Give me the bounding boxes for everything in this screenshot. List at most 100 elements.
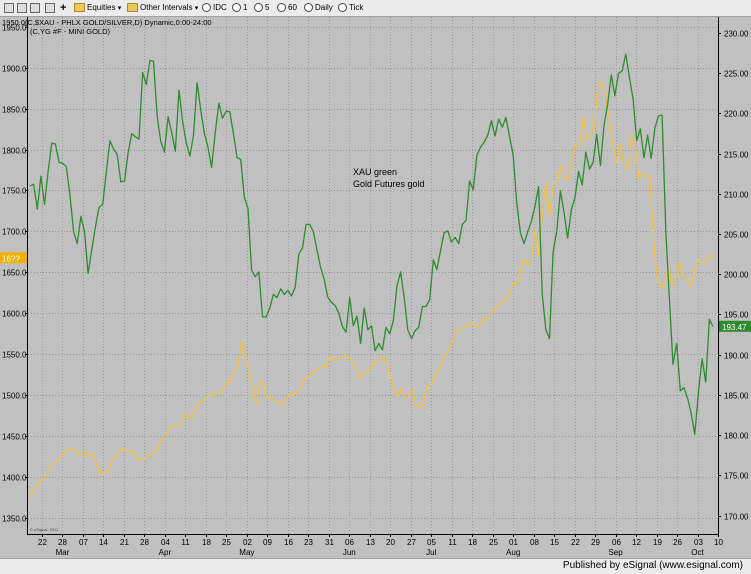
left-tick-label: 1600.0 [2,310,27,319]
x-tick-label: 14 [99,538,108,547]
interval-1-label: 1 [243,3,248,12]
xau-value-badge-label: 193.47 [722,323,747,332]
x-tick-label: 28 [140,538,149,547]
clock-icon [232,3,241,13]
add-icon[interactable]: + [60,2,67,14]
x-tick-label: 19 [653,538,662,547]
chart-header-line1: 1950.0(C,$XAU - PHLX GOLD/SILVER,D) Dyna… [2,18,212,27]
xau-value-badge [719,320,751,332]
x-tick-label: 20 [386,538,395,547]
x-tick-label: 25 [222,538,231,547]
gold-series-line [29,81,714,498]
tick-labels: 1350.0 1400.0 1450.0 1500.0 1550.0 1600.0 1650… [2,24,749,558]
annotation-line1: XAU green [353,167,397,177]
x-tick-label: 11 [448,538,457,547]
chart-header-line2: (C,YG #F - MINI GOLD) [30,27,111,36]
left-tick-label: 1400.0 [2,474,27,483]
right-tick-label: 230.00 [724,30,749,39]
interval-idc-label: IDC [213,3,227,12]
month-label: Jul [426,548,436,557]
other-intervals-menu[interactable]: Other Intervals ▾ [127,2,198,14]
gold-value-badge-label: 16?? [2,254,20,263]
open-icon[interactable] [17,2,27,14]
x-tick-label: 27 [407,538,416,547]
month-label: Apr [159,548,172,557]
value-badges: 16?? 193.47 [0,252,751,332]
right-tick-label: 210.00 [724,191,749,200]
series [29,53,714,498]
x-tick-label: 04 [161,538,170,547]
dropdown-arrow-icon: ▾ [194,5,199,12]
left-tick-label: 1350.0 [2,515,27,524]
interval-idc-button[interactable]: IDC [202,2,227,14]
right-tick-label: 195.00 [724,311,749,320]
save-icon[interactable] [30,2,40,14]
equities-menu[interactable]: Equities ▾ [74,2,121,14]
left-tick-label: 1900.0 [2,65,27,74]
left-tick-label: 1450.0 [2,433,27,442]
interval-daily-button[interactable]: Daily [304,2,333,14]
left-tick-label: 1650.0 [2,269,27,278]
axes [27,17,719,535]
new-chart-icon[interactable] [4,2,14,14]
interval-tick-button[interactable]: Tick [338,2,363,14]
month-label: Sep [608,548,623,557]
month-label: Oct [691,548,704,557]
x-tick-label: 18 [202,538,211,547]
gold-value-badge [0,252,27,264]
x-tick-label: 01 [509,538,518,547]
interval-60-label: 60 [288,3,297,12]
clock-icon [277,3,286,13]
x-tick-label: 07 [79,538,88,547]
x-tick-label: 13 [366,538,375,547]
left-tick-label: 1850.0 [2,106,27,115]
x-tick-label: 23 [304,538,313,547]
x-tick-label: 22 [571,538,580,547]
x-tick-label: 05 [427,538,436,547]
right-tick-label: 180.00 [724,432,749,441]
right-tick-label: 225.00 [724,70,749,79]
print-icon[interactable] [45,2,55,14]
price-chart[interactable]: 1350.0 1400.0 1450.0 1500.0 1550.0 1600.0 1650… [0,17,751,558]
clock-icon [304,3,313,13]
month-label: Jun [343,548,356,557]
right-tick-label: 175.00 [724,472,749,481]
x-tick-label: 02 [243,538,252,547]
left-tick-label: 1500.0 [2,392,27,401]
x-tick-label: 18 [468,538,477,547]
toolbar: + Equities ▾ Other Intervals ▾ IDC 1 5 6… [0,0,751,17]
equities-label: Equities [87,3,116,12]
x-tick-label: 28 [58,538,67,547]
left-tick-label: 1800.0 [2,147,27,156]
left-tick-label: 1950.0 [2,24,27,33]
x-tick-label: 10 [714,538,723,547]
x-tick-label: 22 [38,538,47,547]
left-tick-label: 1700.0 [2,228,27,237]
watermark: © eSignal, 2011 [30,527,59,532]
left-tick-label: 1750.0 [2,187,27,196]
left-tick-label: 1550.0 [2,351,27,360]
right-tick-label: 200.00 [724,271,749,280]
interval-60-button[interactable]: 60 [277,2,297,14]
interval-1-button[interactable]: 1 [232,2,247,14]
clock-icon [254,3,263,13]
x-tick-label: 08 [530,538,539,547]
other-intervals-label: Other Intervals [140,3,193,12]
x-tick-label: 12 [632,538,641,547]
x-tick-label: 26 [673,538,682,547]
x-tick-label: 03 [694,538,703,547]
x-tick-label: 06 [612,538,621,547]
right-tick-label: 205.00 [724,231,749,240]
interval-tick-label: Tick [349,3,364,12]
x-tick-label: 09 [263,538,272,547]
dropdown-arrow-icon: ▾ [117,5,122,12]
x-tick-label: 15 [550,538,559,547]
footer-text: Published by eSignal (www.esignal.com) [562,560,743,571]
plot-area [28,17,718,534]
xau-series-line [29,53,714,435]
interval-5-button[interactable]: 5 [254,2,269,14]
x-tick-label: 29 [591,538,600,547]
month-label: May [239,548,254,557]
right-tick-label: 215.00 [724,151,749,160]
